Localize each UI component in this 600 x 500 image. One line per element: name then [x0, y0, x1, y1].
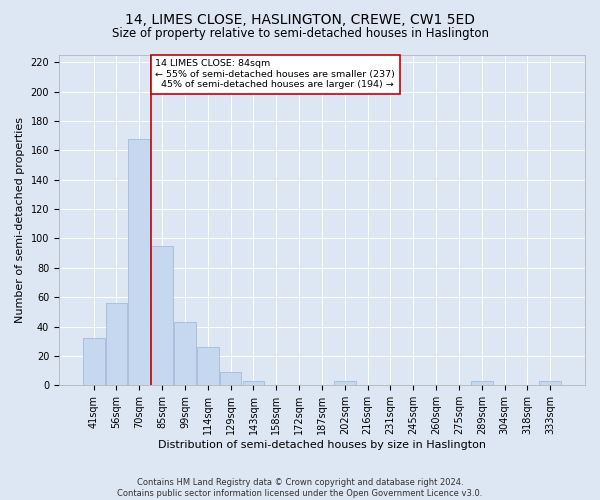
X-axis label: Distribution of semi-detached houses by size in Haslington: Distribution of semi-detached houses by …	[158, 440, 486, 450]
Y-axis label: Number of semi-detached properties: Number of semi-detached properties	[15, 117, 25, 323]
Bar	[151, 246, 173, 385]
Text: Contains HM Land Registry data © Crown copyright and database right 2024.
Contai: Contains HM Land Registry data © Crown c…	[118, 478, 482, 498]
Bar	[471, 381, 493, 385]
Text: 14 LIMES CLOSE: 84sqm
← 55% of semi-detached houses are smaller (237)
  45% of s: 14 LIMES CLOSE: 84sqm ← 55% of semi-deta…	[155, 60, 395, 89]
Text: 14, LIMES CLOSE, HASLINGTON, CREWE, CW1 5ED: 14, LIMES CLOSE, HASLINGTON, CREWE, CW1 …	[125, 12, 475, 26]
Bar	[220, 372, 241, 385]
Bar	[83, 338, 104, 385]
Bar	[106, 303, 127, 385]
Bar	[334, 381, 356, 385]
Text: Size of property relative to semi-detached houses in Haslington: Size of property relative to semi-detach…	[112, 28, 488, 40]
Bar	[539, 381, 561, 385]
Bar	[128, 138, 150, 385]
Bar	[242, 381, 265, 385]
Bar	[174, 322, 196, 385]
Bar	[197, 347, 218, 385]
